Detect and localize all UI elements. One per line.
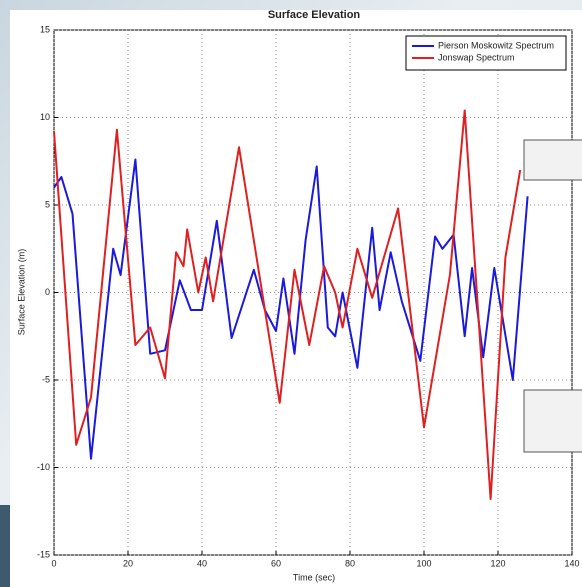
y-tick-label: 10 <box>40 112 50 122</box>
legend-label: Pierson Moskowitz Spectrum <box>438 40 554 50</box>
overlay-box <box>523 139 582 181</box>
x-tick-label: 40 <box>197 558 207 568</box>
series-line <box>53 109 522 500</box>
y-tick-label: -5 <box>42 374 50 384</box>
series-line <box>53 158 529 460</box>
x-axis-label: Time (sec) <box>293 572 335 582</box>
y-tick-label: 5 <box>45 199 50 209</box>
x-tick-label: 60 <box>271 558 281 568</box>
legend-box <box>405 35 567 71</box>
x-tick-label: 0 <box>51 558 56 568</box>
y-tick-label: 15 <box>40 24 50 34</box>
x-tick-label: 80 <box>345 558 355 568</box>
chart-title: Surface Elevation <box>268 9 361 21</box>
y-tick-label: 0 <box>45 287 50 297</box>
y-axis-label: Surface Elevation (m) <box>16 249 26 336</box>
x-tick-label: 140 <box>564 558 579 568</box>
x-tick-label: 120 <box>490 558 505 568</box>
y-tick-label: -15 <box>37 549 50 559</box>
overlay-box <box>523 389 582 453</box>
legend-label: Jonswap Spectrum <box>438 52 515 62</box>
plot-area <box>53 29 573 556</box>
y-tick-label: -10 <box>37 462 50 472</box>
x-tick-label: 20 <box>123 558 133 568</box>
x-tick-label: 100 <box>416 558 431 568</box>
